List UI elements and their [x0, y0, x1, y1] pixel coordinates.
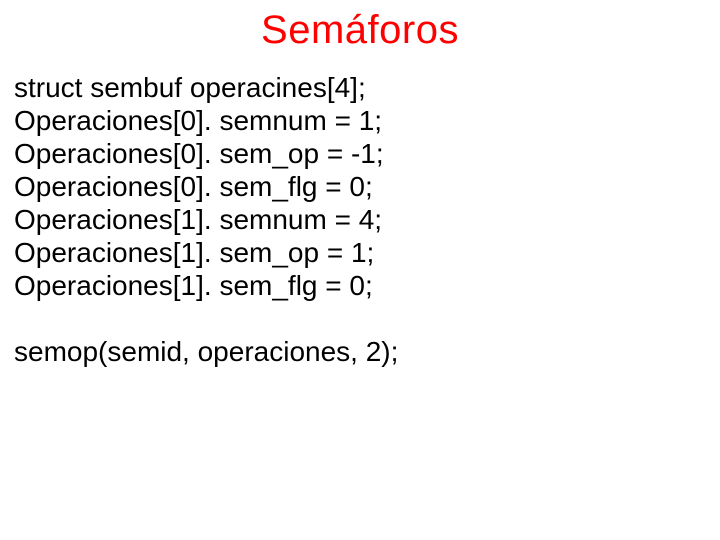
blank-line: [14, 302, 706, 335]
slide-title: Semáforos: [0, 0, 720, 71]
code-line: Operaciones[1]. sem_flg = 0;: [14, 269, 706, 302]
code-line: Operaciones[1]. semnum = 4;: [14, 203, 706, 236]
code-line: Operaciones[0]. sem_op = -1;: [14, 137, 706, 170]
code-line: semop(semid, operaciones, 2);: [14, 335, 706, 368]
code-line: struct sembuf operacines[4];: [14, 71, 706, 104]
code-line: Operaciones[0]. semnum = 1;: [14, 104, 706, 137]
code-line: Operaciones[1]. sem_op = 1;: [14, 236, 706, 269]
slide-body: struct sembuf operacines[4]; Operaciones…: [0, 71, 720, 368]
code-line: Operaciones[0]. sem_flg = 0;: [14, 170, 706, 203]
slide: Semáforos struct sembuf operacines[4]; O…: [0, 0, 720, 540]
